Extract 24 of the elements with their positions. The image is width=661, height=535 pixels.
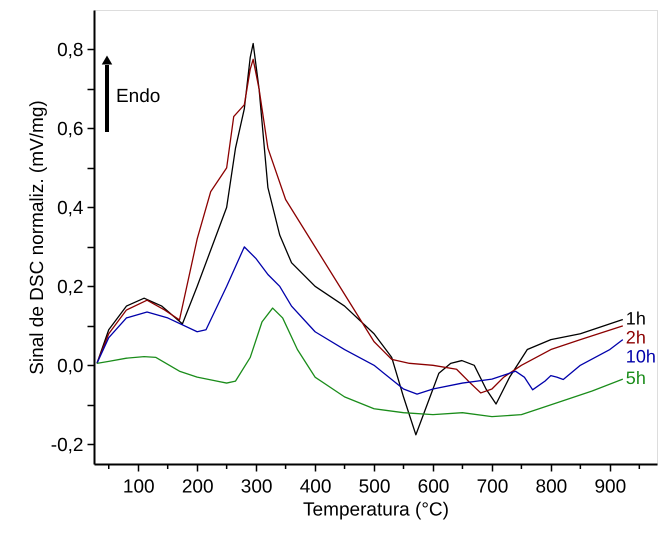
x-tick-label: 600	[418, 476, 450, 498]
x-tick-label: 200	[182, 476, 214, 498]
x-tick-label: 400	[300, 476, 332, 498]
y-tick-label: 0,4	[57, 198, 84, 219]
x-tick-label: 900	[594, 476, 626, 498]
y-tick-label: 0,8	[57, 40, 84, 61]
x-tick-label: 100	[122, 476, 155, 498]
y-tick-label: -0,2	[50, 434, 84, 456]
y-tick-label: 0,2	[57, 276, 84, 298]
y-tick-label: 0,6	[57, 118, 84, 140]
y-tick-label: 0,0	[57, 356, 84, 377]
x-tick-label: 800	[536, 476, 568, 498]
x-tick-label: 300	[240, 476, 272, 498]
series-label: 1h	[626, 308, 646, 329]
series-label: 5h	[626, 368, 646, 388]
x-tick-label: 700	[476, 476, 508, 498]
annotation: Endo	[116, 86, 160, 107]
line-series	[96, 307, 624, 418]
series-label: 10h	[626, 346, 656, 367]
x-axis-title: Temperatura (°C)	[303, 500, 449, 520]
line-series	[96, 246, 624, 395]
series-label: 2h	[626, 328, 646, 348]
y-axis-title: Sinal de DSC normaliz. (mV/mg)	[26, 100, 48, 375]
x-tick-label: 500	[358, 476, 390, 498]
